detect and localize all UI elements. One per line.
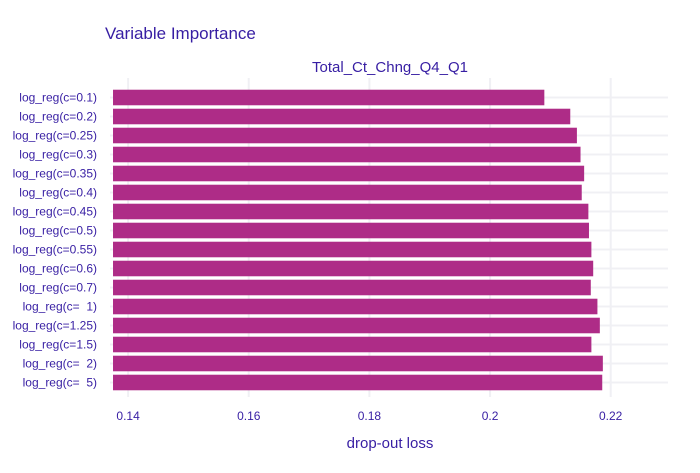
x-tick-label: 0.18 bbox=[358, 409, 382, 423]
y-tick-label: log_reg(c=0.2) bbox=[19, 110, 97, 124]
y-tick-label: log_reg(c=0.5) bbox=[19, 224, 97, 238]
y-tick-label: log_reg(c=1.25) bbox=[13, 319, 97, 333]
bar bbox=[113, 298, 598, 315]
y-tick-label: log_reg(c= 2) bbox=[23, 357, 97, 371]
x-tick-label: 0.14 bbox=[116, 409, 140, 423]
y-tick-label: log_reg(c= 5) bbox=[23, 376, 97, 390]
chart-subtitle: Total_Ct_Chng_Q4_Q1 bbox=[312, 59, 468, 76]
x-tick-labels: 0.14 0.16 0.18 0.2 0.22 bbox=[116, 409, 622, 423]
bar bbox=[113, 374, 603, 391]
bar bbox=[113, 146, 581, 163]
x-tick-label: 0.22 bbox=[599, 409, 623, 423]
bar bbox=[113, 317, 600, 334]
x-axis-label: drop-out loss bbox=[347, 435, 434, 452]
bar bbox=[113, 241, 592, 258]
y-tick-label: log_reg(c=1.5) bbox=[19, 338, 97, 352]
bar bbox=[113, 336, 592, 353]
y-tick-label: log_reg(c=0.3) bbox=[19, 148, 97, 162]
y-tick-label: log_reg(c=0.45) bbox=[13, 205, 97, 219]
bar bbox=[113, 222, 589, 239]
x-tick-label: 0.2 bbox=[482, 409, 499, 423]
bar bbox=[113, 184, 582, 201]
bar bbox=[113, 279, 591, 296]
bars bbox=[113, 89, 603, 391]
y-tick-label: log_reg(c=0.55) bbox=[13, 243, 97, 257]
y-tick-label: log_reg(c=0.1) bbox=[19, 91, 97, 105]
chart-title: Variable Importance bbox=[105, 24, 256, 43]
x-tick-label: 0.16 bbox=[237, 409, 261, 423]
y-tick-label: log_reg(c=0.7) bbox=[19, 281, 97, 295]
y-tick-label: log_reg(c= 1) bbox=[23, 300, 97, 314]
y-tick-label: log_reg(c=0.25) bbox=[13, 129, 97, 143]
y-tick-labels: log_reg(c=0.1) log_reg(c=0.2) log_reg(c=0.… bbox=[13, 91, 97, 390]
y-tick-label: log_reg(c=0.35) bbox=[13, 167, 97, 181]
bar bbox=[113, 89, 545, 106]
bar bbox=[113, 108, 571, 125]
bar bbox=[113, 203, 589, 220]
bar bbox=[113, 127, 577, 144]
bar bbox=[113, 355, 603, 372]
bar bbox=[113, 260, 594, 277]
bar bbox=[113, 165, 585, 182]
y-tick-label: log_reg(c=0.6) bbox=[19, 262, 97, 276]
y-tick-label: log_reg(c=0.4) bbox=[19, 186, 97, 200]
